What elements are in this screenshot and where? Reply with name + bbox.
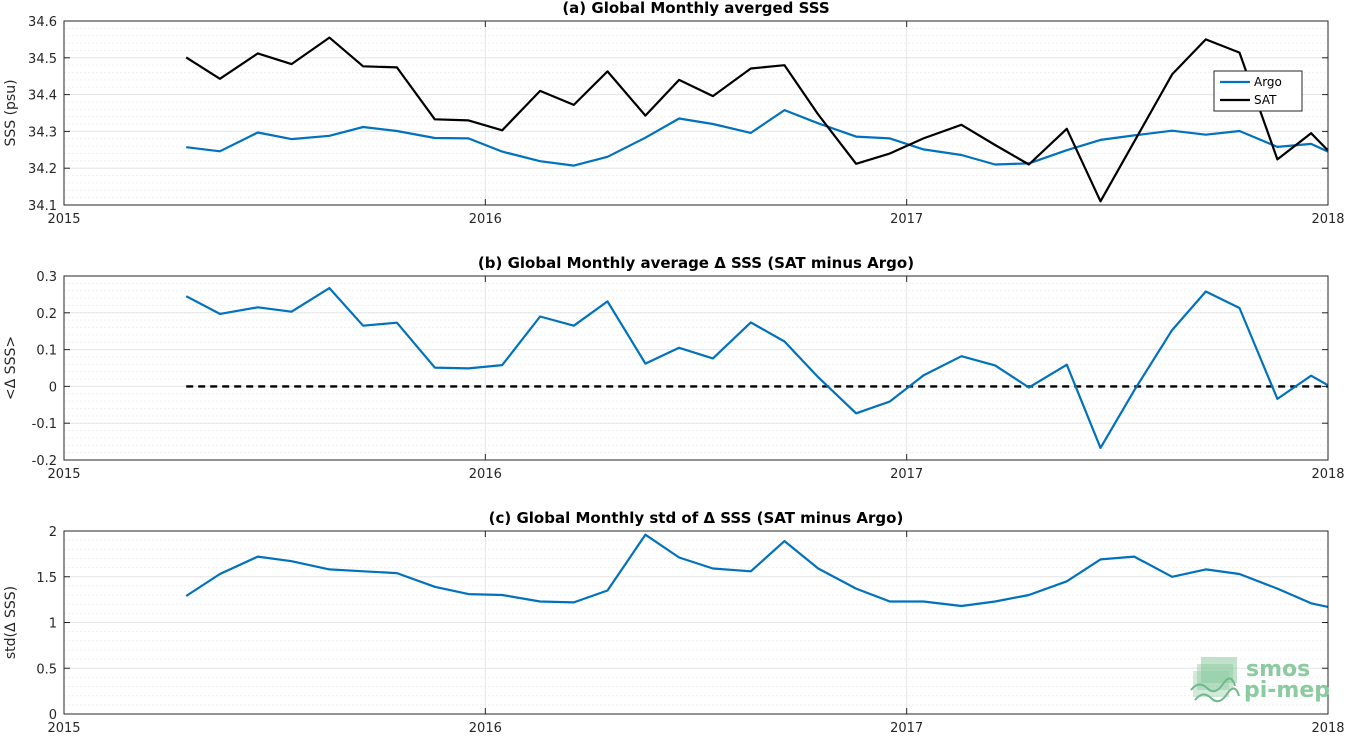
series-line-argo bbox=[186, 108, 1329, 167]
x-tick-label: 2015 bbox=[47, 212, 80, 227]
y-tick-label: 0.1 bbox=[36, 344, 57, 359]
smos-pi-mep-logo: smos pi-mep bbox=[1190, 657, 1330, 703]
y-tick-label: 0 bbox=[49, 380, 57, 395]
y-tick-label: 34.4 bbox=[28, 89, 57, 104]
y-tick-label: 0.2 bbox=[36, 307, 57, 322]
axes-box bbox=[63, 530, 1329, 715]
legend-label-sat: SAT bbox=[1254, 93, 1277, 107]
y-axis-label: SSS (psu) bbox=[3, 79, 19, 146]
x-tick-label: 2017 bbox=[890, 467, 923, 482]
panel-title: (a) Global Monthly averged SSS bbox=[562, 0, 829, 17]
panel-title: (c) Global Monthly std of Δ SSS (SAT min… bbox=[489, 509, 904, 527]
x-tick-label: 2018 bbox=[1311, 467, 1344, 482]
y-axis-label: std(Δ SSS) bbox=[3, 586, 19, 659]
x-tick-label: 2017 bbox=[890, 212, 923, 227]
y-tick-label: -0.1 bbox=[32, 417, 57, 432]
x-tick-label: 2017 bbox=[890, 721, 923, 736]
y-tick-label: 2 bbox=[49, 525, 57, 540]
x-tick-label: 2018 bbox=[1311, 721, 1344, 736]
panel-c: 0 0.5 1 1.5 2 2015 2016 2017 2018 (c) Global Mont… bbox=[3, 509, 1345, 736]
series-line-delta-sss bbox=[185, 287, 1329, 449]
x-tick-label: 2016 bbox=[469, 212, 502, 227]
y-tick-label: 0 bbox=[49, 708, 57, 723]
series-line-sat bbox=[185, 36, 1329, 203]
legend: Argo SAT bbox=[1213, 70, 1303, 112]
panel-title: (b) Global Monthly average Δ SSS (SAT mi… bbox=[478, 254, 914, 272]
y-tick-label: -0.2 bbox=[32, 454, 57, 469]
y-tick-label: 34.6 bbox=[28, 15, 57, 30]
y-tick-label: 1.5 bbox=[36, 571, 57, 586]
y-tick-label: 34.1 bbox=[28, 199, 57, 214]
logo-line1: smos bbox=[1246, 657, 1310, 682]
x-tick-label: 2015 bbox=[47, 467, 80, 482]
x-tick-label: 2016 bbox=[469, 467, 502, 482]
panel-b: -0.2 -0.1 0 0.1 0.2 0.3 2015 2016 2017 2018 (b) Gl… bbox=[3, 254, 1345, 482]
y-tick-label: 0.5 bbox=[36, 662, 57, 677]
y-tick-label: 34.2 bbox=[28, 162, 57, 177]
legend-label-argo: Argo bbox=[1254, 75, 1282, 89]
panel-a: 34.1 34.2 34.3 34.4 34.5 34.6 2015 2016 2017 2018… bbox=[3, 0, 1345, 227]
legend-box bbox=[1213, 70, 1303, 112]
y-tick-label: 34.5 bbox=[28, 52, 57, 67]
y-axis-label: <Δ SSS> bbox=[3, 336, 19, 400]
x-tick-label: 2018 bbox=[1311, 212, 1344, 227]
y-tick-label: 1 bbox=[49, 617, 57, 632]
axes-box bbox=[63, 275, 1329, 461]
logo-line2: pi-mep bbox=[1244, 678, 1330, 703]
y-tick-label: 34.3 bbox=[28, 125, 57, 140]
axes-box bbox=[63, 20, 1329, 206]
x-tick-label: 2016 bbox=[469, 721, 502, 736]
series-line-delta-sss bbox=[185, 533, 1329, 608]
x-tick-label: 2015 bbox=[47, 721, 80, 736]
y-tick-label: 0.3 bbox=[36, 270, 57, 285]
smos-pi-mep-logo-icon bbox=[1190, 657, 1240, 703]
